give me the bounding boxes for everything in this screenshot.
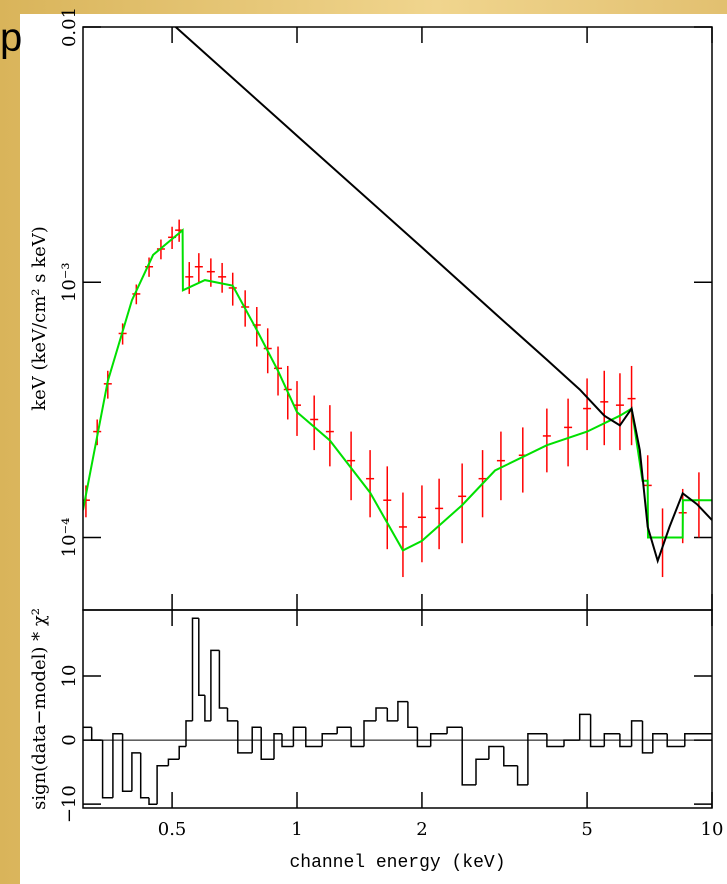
residual-step [292,726,306,747]
residual-step [112,732,123,798]
y-tick-label: 10 [59,665,80,688]
residual-step [652,732,668,753]
y-tick-label: 0 [59,734,80,745]
residual-step [429,732,448,747]
residual-step [684,732,712,747]
x-axis-label: channel energy (keV) [289,853,505,873]
residual-step [589,714,605,748]
residual-step [446,726,463,734]
residual-step [363,720,376,747]
plot-background [20,14,727,884]
residual-step [461,727,476,786]
y-tick-label: 10⁻³ [59,262,80,302]
residual-step [191,617,199,721]
model-line [175,27,712,565]
y-axis-label: sign(data−model) * χ² [29,608,50,810]
residual-step [641,720,653,754]
x-tick-label: 2 [416,819,427,840]
residual-step [321,732,338,747]
residual-step [527,732,547,785]
residual-step [397,700,408,721]
residual-step [218,650,228,709]
residual-step [563,739,580,747]
bottom-frame [82,609,713,809]
residual-step [121,733,132,793]
residual-step [148,797,158,805]
residual-step [386,708,398,722]
residual-step [503,746,518,767]
residual-step [185,720,193,747]
residual-step [375,707,388,721]
residual-step [198,618,205,696]
residual-step [336,726,352,734]
slide-title-fragment: p [0,16,22,60]
x-tick-label: 0.5 [158,819,187,840]
y-tick-label: −10 [59,785,80,823]
residual-step [178,745,186,760]
residual-panel: −10 0 10 0.5 1 2 5 10 sign(data−model) * χ² chann… [29,608,723,873]
residual-step [630,720,643,747]
x-tick-label: 1 [291,819,302,840]
residual-step [619,733,632,748]
y-tick-label: 10⁻⁴ [59,518,80,558]
residual-step [139,752,149,799]
residual-step [251,726,262,753]
residual-step [305,727,323,748]
x-tick-label: 10 [701,819,724,840]
residual-step [167,758,180,766]
residual-step [237,720,253,754]
spectrum-panel: 10⁻⁴ 10⁻³ 0.01 keV (keV/cm² s keV) [29,7,713,610]
residual-step [475,758,489,785]
residual-step [204,695,211,722]
residual-step [273,732,282,760]
residual-step [156,764,169,805]
residual-step [578,713,591,741]
residual-step [260,727,274,761]
residual-step [516,765,528,786]
residual-step [281,733,294,748]
residual-step [90,727,103,741]
y-tick-label: 0.01 [59,7,80,47]
residual-step [666,733,685,748]
residual-step [131,752,141,792]
residual-step [603,732,620,747]
residual-step [350,727,364,748]
x-tick-label: 5 [581,819,592,840]
residual-step [407,701,418,729]
residual-step [416,727,431,748]
residual-step [210,649,220,721]
residual-step [226,708,238,722]
y-axis-label: keV (keV/cm² s keV) [29,226,50,411]
residual-step [546,733,564,748]
residual-step [101,740,113,799]
residual-step [488,745,504,760]
